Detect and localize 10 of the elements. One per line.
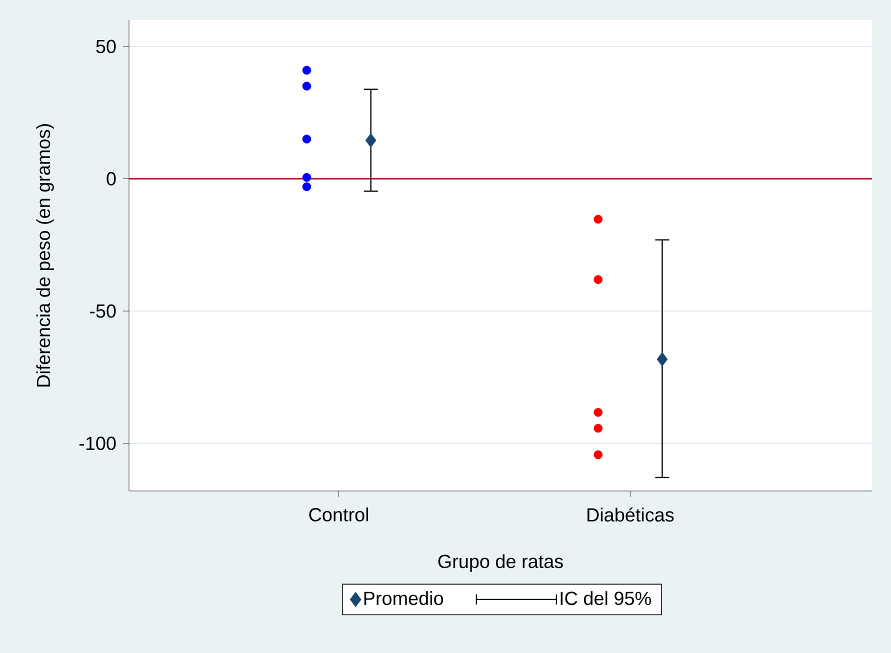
y-tick-label: -50	[90, 304, 116, 318]
text: IC del 95%	[560, 591, 651, 606]
x-tick-label: Diabéticas	[588, 507, 674, 522]
x-axis-title: Grupo de ratas	[438, 554, 563, 572]
y-tick-label: -100	[79, 436, 116, 450]
y-axis-title: Diferencia de peso (en gramos)	[36, 124, 54, 387]
x-tick-label: Control	[309, 507, 368, 522]
y-tick-label: 0	[106, 172, 116, 186]
y-tick-label: 50	[96, 40, 116, 54]
legend-label: Promedio	[364, 591, 444, 606]
